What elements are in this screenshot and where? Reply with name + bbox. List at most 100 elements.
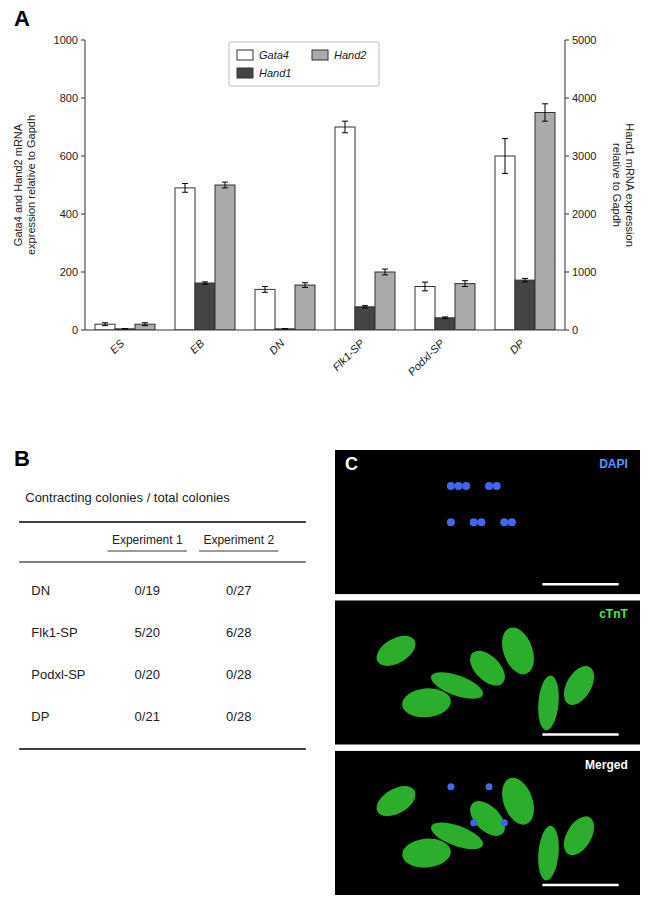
y2-tick-label: 5000	[572, 34, 596, 46]
bar	[355, 307, 375, 330]
header-underline	[199, 551, 278, 552]
bar	[215, 185, 235, 330]
y-tick-label: 1000	[54, 34, 78, 46]
decoration	[536, 825, 561, 881]
row-label: Flk1-SP	[31, 625, 77, 640]
decoration	[447, 783, 454, 790]
error-cap	[142, 325, 148, 326]
label-line: expression relative to Gapdh	[25, 115, 37, 255]
table-cell: 5/20	[135, 625, 160, 640]
decoration	[401, 686, 452, 719]
decoration	[371, 780, 420, 823]
y-tick	[81, 214, 85, 215]
y-tick-label: 400	[60, 208, 78, 220]
table-cell: 0/21	[135, 709, 160, 724]
label-line: Hand1 mRNA expression	[624, 123, 636, 247]
error-cap	[102, 322, 108, 323]
error-bar	[502, 139, 508, 174]
y-tick	[81, 272, 85, 273]
image-label: DAPI	[599, 457, 628, 471]
error-bar	[522, 278, 528, 281]
y2-tick-label: 0	[572, 324, 578, 336]
y2-tick	[565, 272, 569, 273]
y2-tick-label: 4000	[572, 92, 596, 104]
error-cap	[222, 182, 228, 183]
image-panel	[335, 450, 640, 594]
column-header: Experiment 1	[112, 533, 183, 547]
decoration	[501, 819, 508, 826]
bar	[495, 156, 515, 330]
y-tick	[81, 156, 85, 157]
panel-label: A	[14, 6, 30, 31]
y2-tick	[565, 156, 569, 157]
background	[0, 0, 650, 907]
scale-bar	[542, 733, 618, 736]
error-cap	[122, 328, 128, 329]
decoration	[470, 819, 477, 826]
error-bar	[362, 306, 368, 308]
row-label: DP	[31, 709, 49, 724]
bar	[195, 283, 215, 330]
error-cap	[462, 286, 468, 287]
panel-b: BContracting colonies / total coloniesEx…	[14, 446, 306, 749]
table-cell: 6/28	[226, 625, 251, 640]
bar	[535, 113, 555, 331]
error-bar	[422, 282, 428, 291]
y-tick	[81, 98, 85, 99]
error-bar	[202, 282, 208, 284]
x-tick-label: Podxl-SP	[406, 336, 447, 377]
x-axis-line	[85, 330, 565, 331]
y-tick	[81, 40, 85, 41]
row-label: DN	[31, 583, 50, 598]
y-tick-label: 200	[60, 266, 78, 278]
error-cap	[122, 329, 128, 330]
error-cap	[542, 103, 548, 104]
y2-tick	[565, 330, 569, 331]
y2-tick-label: 2000	[572, 208, 596, 220]
error-cap	[102, 325, 108, 326]
error-cap	[382, 269, 388, 270]
bar	[415, 287, 435, 331]
error-cap	[182, 183, 188, 184]
y-axis-line	[85, 40, 86, 330]
panel-c: DAPIcTnTMergedC	[335, 450, 640, 895]
decoration	[558, 661, 601, 710]
error-cap	[342, 132, 348, 133]
y2-tick	[565, 40, 569, 41]
error-stem	[185, 184, 186, 193]
error-stem	[305, 283, 306, 288]
error-cap	[462, 280, 468, 281]
label-line: Gata4 and Hand2 mRNA	[12, 123, 24, 246]
legend-swatch	[237, 68, 253, 78]
error-cap	[502, 173, 508, 174]
error-bar	[142, 323, 148, 326]
legend-box	[229, 42, 379, 86]
decoration	[486, 783, 493, 790]
y2-tick-label: 1000	[572, 266, 596, 278]
error-stem	[225, 182, 226, 188]
image-panel	[335, 751, 640, 895]
x-tick-label: EB	[188, 337, 207, 356]
table-cell: 0/27	[226, 583, 251, 598]
error-bar	[462, 281, 468, 287]
bar	[175, 188, 195, 330]
x-tick-label: ES	[108, 336, 127, 355]
error-cap	[362, 305, 368, 306]
error-bar	[102, 323, 108, 326]
y2-axis-label: Hand1 mRNA expressionrelative to Gapdh	[611, 123, 636, 247]
header-underline	[108, 551, 187, 552]
error-bar	[282, 328, 288, 330]
x-tick-label: DP	[507, 336, 527, 356]
error-cap	[442, 316, 448, 317]
error-cap	[262, 292, 268, 293]
y2-axis-line	[565, 40, 566, 330]
error-cap	[362, 307, 368, 308]
error-cap	[302, 287, 308, 288]
legend-entry: Hand1	[259, 67, 291, 79]
table-cell: 0/28	[226, 667, 251, 682]
error-cap	[342, 121, 348, 122]
error-stem	[345, 121, 346, 133]
label-line: relative to Gapdh	[611, 143, 623, 227]
error-stem	[525, 278, 526, 281]
y2-tick	[565, 214, 569, 215]
